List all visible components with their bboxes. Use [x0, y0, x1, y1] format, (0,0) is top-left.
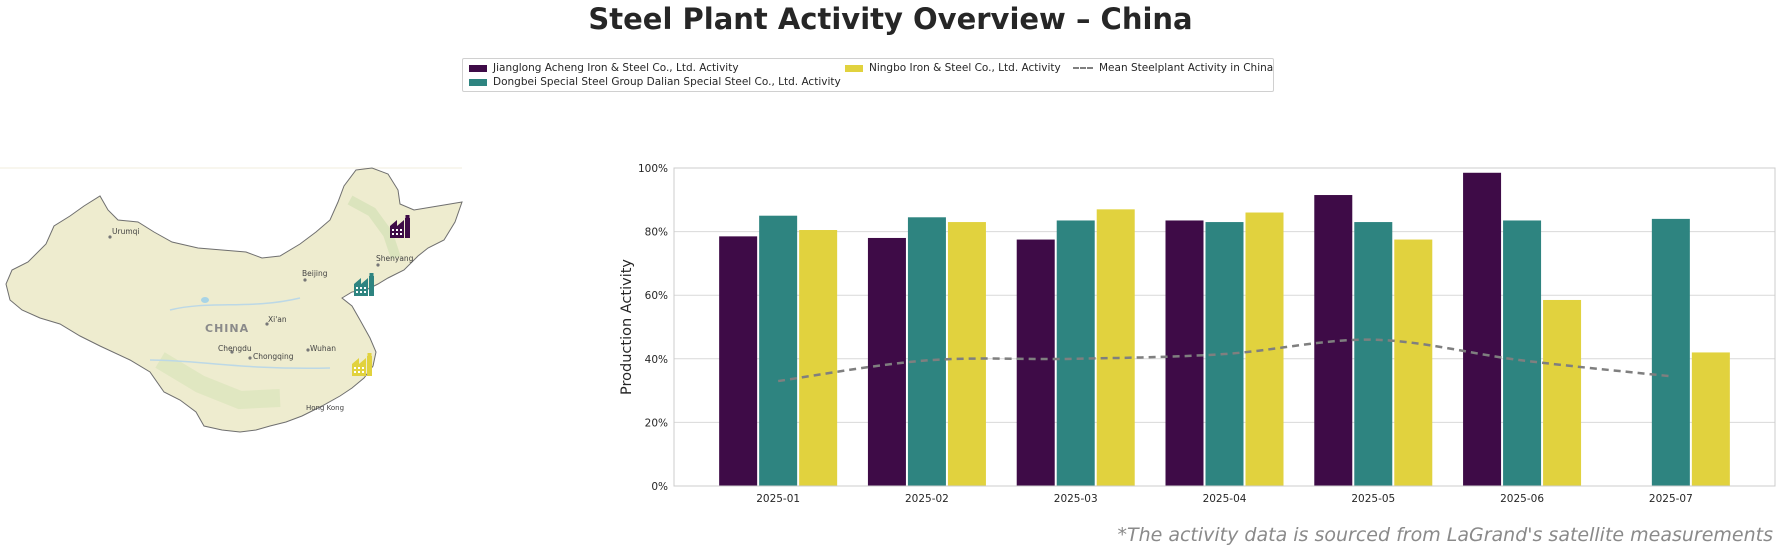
bar — [1056, 220, 1095, 486]
china-outline — [5, 167, 463, 433]
bar — [719, 236, 758, 486]
x-tick-label: 2025-05 — [1351, 493, 1395, 505]
city-label-hong-kong: Hong Kong — [306, 404, 344, 412]
legend-swatch-dongbei — [469, 78, 487, 86]
x-tick-label: 2025-07 — [1649, 493, 1693, 505]
y-axis-label: Production Activity — [619, 259, 635, 395]
legend-label-mean: Mean Steelplant Activity in China — [1099, 62, 1274, 74]
bar — [1165, 220, 1204, 486]
y-tick-label: 0% — [651, 481, 668, 493]
city-label-wuhan: Wuhan — [310, 344, 336, 353]
mean-activity-line — [777, 338, 1671, 383]
city-dot-wuhan — [306, 348, 310, 352]
map-river-yangtze — [149, 359, 331, 370]
legend-dash-mean — [1073, 67, 1093, 69]
city-label-xian: Xi'an — [268, 315, 287, 324]
city-dot-xian — [265, 322, 269, 326]
city-dot-beijing — [303, 278, 307, 282]
map-river-yellow — [169, 297, 301, 311]
city-dot-chongqing — [248, 356, 252, 360]
china-map: Urumqi Beijing Shenyang Xi'an Chengdu Ch… — [0, 160, 470, 500]
bar — [799, 230, 838, 486]
x-tick-label: 2025-04 — [1203, 493, 1247, 505]
bar — [1245, 212, 1284, 486]
x-tick-label: 2025-03 — [1054, 493, 1098, 505]
bar — [907, 217, 946, 487]
bar — [1354, 222, 1393, 486]
china-map-svg: Urumqi Beijing Shenyang Xi'an Chengdu Ch… — [0, 167, 463, 433]
plot-frame — [673, 167, 1776, 487]
x-tick-label: 2025-06 — [1500, 493, 1544, 505]
x-tick-label: 2025-02 — [905, 493, 949, 505]
y-tick-label: 40% — [645, 354, 668, 366]
bar — [1651, 218, 1690, 486]
legend: Jianglong Acheng Iron & Steel Co., Ltd. … — [462, 58, 1274, 92]
bar — [1543, 299, 1582, 486]
bar — [1096, 209, 1135, 486]
legend-item-dongbei: Dongbei Special Steel Group Dalian Speci… — [469, 76, 841, 88]
y-tick-label: 100% — [638, 163, 668, 175]
y-tick-label: 20% — [645, 417, 668, 429]
y-tick-label: 80% — [645, 227, 668, 239]
bar — [947, 222, 986, 486]
tick-layer: 0% 20% 40% 60% 80% 100% 2025-01 2025-02 2025-03 2… — [638, 163, 1693, 505]
city-label-urumqi: Urumqi — [112, 227, 139, 236]
x-tick-label: 2025-01 — [756, 493, 800, 505]
legend-item-mean: Mean Steelplant Activity in China — [1073, 62, 1273, 74]
map-terrain-south — [155, 352, 281, 410]
factory-icon-ningbo — [352, 353, 372, 376]
bar — [1503, 220, 1542, 486]
map-terrain-northeast — [347, 195, 401, 260]
footnote: *The activity data is sourced from LaGra… — [1117, 524, 1773, 546]
bar — [1394, 239, 1433, 486]
region-label-china: CHINA — [205, 322, 249, 335]
city-dot-urumqi — [108, 235, 112, 239]
legend-item-ningbo: Ningbo Iron & Steel Co., Ltd. Activity — [845, 62, 1061, 74]
city-label-chengdu: Chengdu — [218, 344, 252, 353]
city-label-chongqing: Chongqing — [253, 352, 294, 361]
legend-label-dongbei: Dongbei Special Steel Group Dalian Speci… — [493, 76, 841, 88]
bar — [759, 215, 798, 486]
city-dot-shenyang — [376, 263, 380, 267]
city-label-shenyang: Shenyang — [376, 254, 414, 263]
map-lake — [201, 297, 209, 303]
chart-title: Steel Plant Activity Overview – China — [588, 2, 1193, 36]
y-tick-label: 60% — [645, 290, 668, 302]
bar-layer — [719, 172, 1730, 487]
mean-line-layer — [777, 338, 1671, 383]
legend-item-jianglong: Jianglong Acheng Iron & Steel Co., Ltd. … — [469, 62, 739, 74]
city-dot-chengdu — [230, 350, 234, 354]
factory-icon-jianglong — [390, 215, 410, 238]
city-label-beijing: Beijing — [302, 269, 328, 278]
legend-swatch-ningbo — [845, 64, 863, 72]
legend-swatch-jianglong — [469, 64, 487, 72]
legend-label-ningbo: Ningbo Iron & Steel Co., Ltd. Activity — [869, 62, 1061, 74]
bar — [1463, 172, 1502, 486]
legend-label-jianglong: Jianglong Acheng Iron & Steel Co., Ltd. … — [493, 62, 739, 74]
bar — [1691, 352, 1730, 486]
factory-icon-dongbei — [354, 273, 374, 296]
bar — [1016, 239, 1055, 486]
